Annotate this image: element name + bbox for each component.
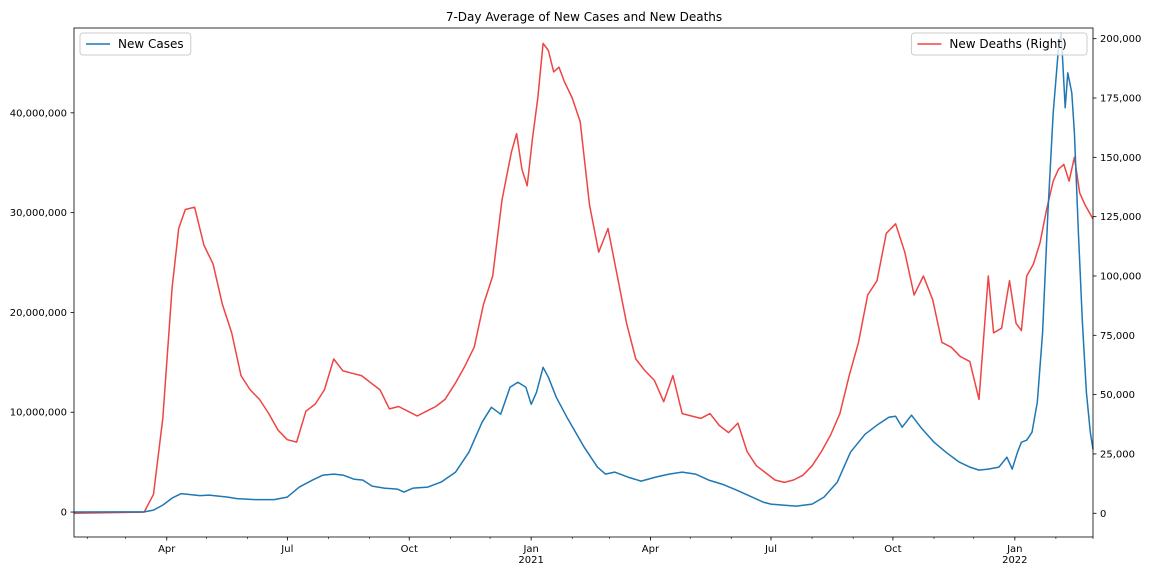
x-tick-label: Jul <box>764 544 777 555</box>
x-tick-label: Jan <box>522 544 538 555</box>
x-tick-label: Jul <box>280 544 293 555</box>
legend-label: New Deaths (Right) <box>949 37 1066 51</box>
x-tick-label: Apr <box>158 544 176 555</box>
legend-left: New Cases <box>79 32 192 56</box>
x-tick-label: Apr <box>642 544 660 555</box>
right-y-tick-label: 25,000 <box>1100 449 1135 460</box>
x-tick-label: Oct <box>401 544 418 555</box>
right-y-tick-label: 100,000 <box>1100 271 1141 282</box>
right-y-tick-label: 200,000 <box>1100 34 1141 45</box>
left-y-tick-label: 40,000,000 <box>10 108 67 119</box>
left-y-tick-label: 0 <box>61 508 67 519</box>
left-y-tick-label: 30,000,000 <box>10 208 67 219</box>
x-tick-year-label: 2022 <box>1002 555 1027 566</box>
x-tick-year-label: 2021 <box>518 555 543 566</box>
chart-title: 7-Day Average of New Cases and New Death… <box>446 10 722 24</box>
right-y-tick-label: 50,000 <box>1100 390 1135 401</box>
legend-box <box>910 32 1088 56</box>
legend-box <box>79 32 192 56</box>
plot-frame <box>73 27 1094 538</box>
right-y-tick-label: 75,000 <box>1100 331 1135 342</box>
x-tick-label: Jan <box>1006 544 1022 555</box>
series-line-new-cases <box>73 32 1094 513</box>
plot-area <box>73 32 1094 515</box>
legend-right: New Deaths (Right) <box>910 32 1088 56</box>
x-tick-label: Oct <box>884 544 901 555</box>
axes: 0 10,000,000 20,000,000 30,000,000 40,000,00… <box>10 27 1141 566</box>
right-y-tick-label: 175,000 <box>1100 94 1141 105</box>
left-y-tick-label: 10,000,000 <box>10 408 67 419</box>
legend-label: New Cases <box>118 37 184 51</box>
right-y-tick-label: 150,000 <box>1100 153 1141 164</box>
series-line-new-deaths <box>73 42 1094 515</box>
left-y-tick-label: 20,000,000 <box>10 308 67 319</box>
right-y-tick-label: 0 <box>1100 509 1106 520</box>
right-y-tick-label: 125,000 <box>1100 212 1141 223</box>
